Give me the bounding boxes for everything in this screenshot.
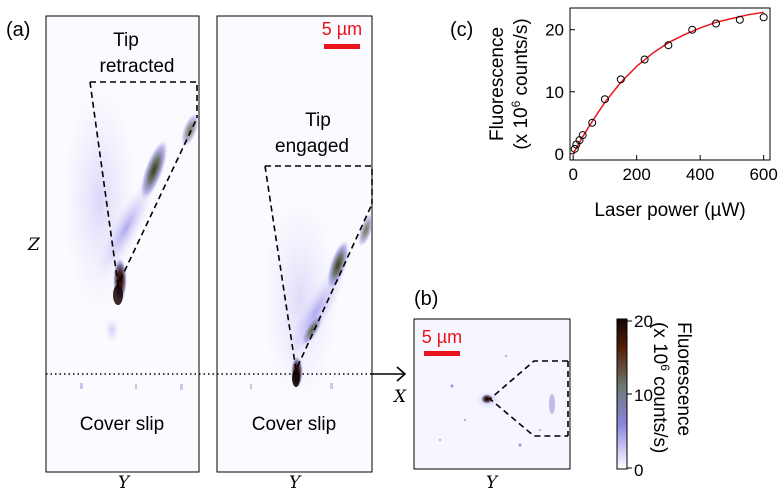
panel-a-left-image: Tip retracted Cover slip <box>45 15 200 473</box>
y-tick-label: 10 <box>545 83 564 102</box>
colorbar-title-line2: (x 106 counts/s) <box>649 322 672 453</box>
data-point <box>735 15 744 24</box>
data-point <box>688 25 697 34</box>
faint-specks <box>80 383 333 390</box>
data-point <box>600 95 609 104</box>
panel-a-scalebar <box>324 44 360 49</box>
coverslip-right-label: Cover slip <box>252 414 336 435</box>
chart-y-axis-label-line1: Fluorescence <box>487 27 508 141</box>
panel-b-scalebar-label: 5 µm <box>422 327 462 347</box>
tip-engaged-label-line1: Tip <box>305 110 331 131</box>
panel-a-label: (a) <box>6 19 30 41</box>
axis-z-label: Z <box>27 235 41 255</box>
axis-x-label: X <box>392 387 407 407</box>
panel-c-chart: 0 200 400 600 0 10 20 Laser power (µW) Fluore… <box>487 7 778 221</box>
chart-y-axis-label-line2: (x 106 counts/s) <box>509 18 532 149</box>
axis-y-left-label: Y <box>118 473 131 491</box>
tip-engaged-label-line2: engaged <box>275 136 349 157</box>
chart-frame <box>569 7 771 161</box>
x-tick-label: 0 <box>568 165 577 184</box>
data-point <box>616 75 625 84</box>
chart-x-axis-label: Laser power (µW) <box>594 200 745 221</box>
data-point <box>640 55 649 64</box>
data-point <box>759 13 768 22</box>
panel-b-axis-y-label: Y <box>486 473 499 491</box>
panel-b-image: 5 µm <box>413 318 571 470</box>
x-tick-label: 400 <box>686 165 714 184</box>
colorbar-tick-20: 20 <box>634 312 653 331</box>
panel-a-right-image: Tip engaged Cover slip 5 µm <box>216 15 373 473</box>
colorbar-tick-10: 10 <box>634 386 653 405</box>
panel-b-scalebar <box>424 351 460 356</box>
coverslip-left-label: Cover slip <box>80 414 164 435</box>
tip-retracted-label-line2: retracted <box>100 56 175 77</box>
y-tick-label: 20 <box>545 21 564 40</box>
data-point <box>588 118 597 127</box>
panel-b-label: (b) <box>414 288 438 310</box>
fit-line <box>572 11 764 155</box>
y-tick-label: 0 <box>555 145 564 164</box>
x-tick-label: 200 <box>622 165 650 184</box>
arrow-to-panel-b <box>372 366 407 382</box>
x-tick-label: 600 <box>749 165 777 184</box>
colorbar-title-line1: Fluorescence <box>673 322 694 436</box>
data-point <box>664 41 673 50</box>
panel-a-scalebar-label: 5 µm <box>322 19 362 39</box>
data-point <box>712 19 721 28</box>
colorbar: 20 10 0 Fluorescence (x 106 counts/s) <box>616 312 694 480</box>
data-point <box>578 131 587 140</box>
panel-c-label: (c) <box>450 19 473 41</box>
axis-y-right-label: Y <box>289 473 302 491</box>
data-point <box>570 144 579 153</box>
tip-retracted-label-line1: Tip <box>113 30 139 51</box>
colorbar-tick-0: 0 <box>634 461 643 480</box>
